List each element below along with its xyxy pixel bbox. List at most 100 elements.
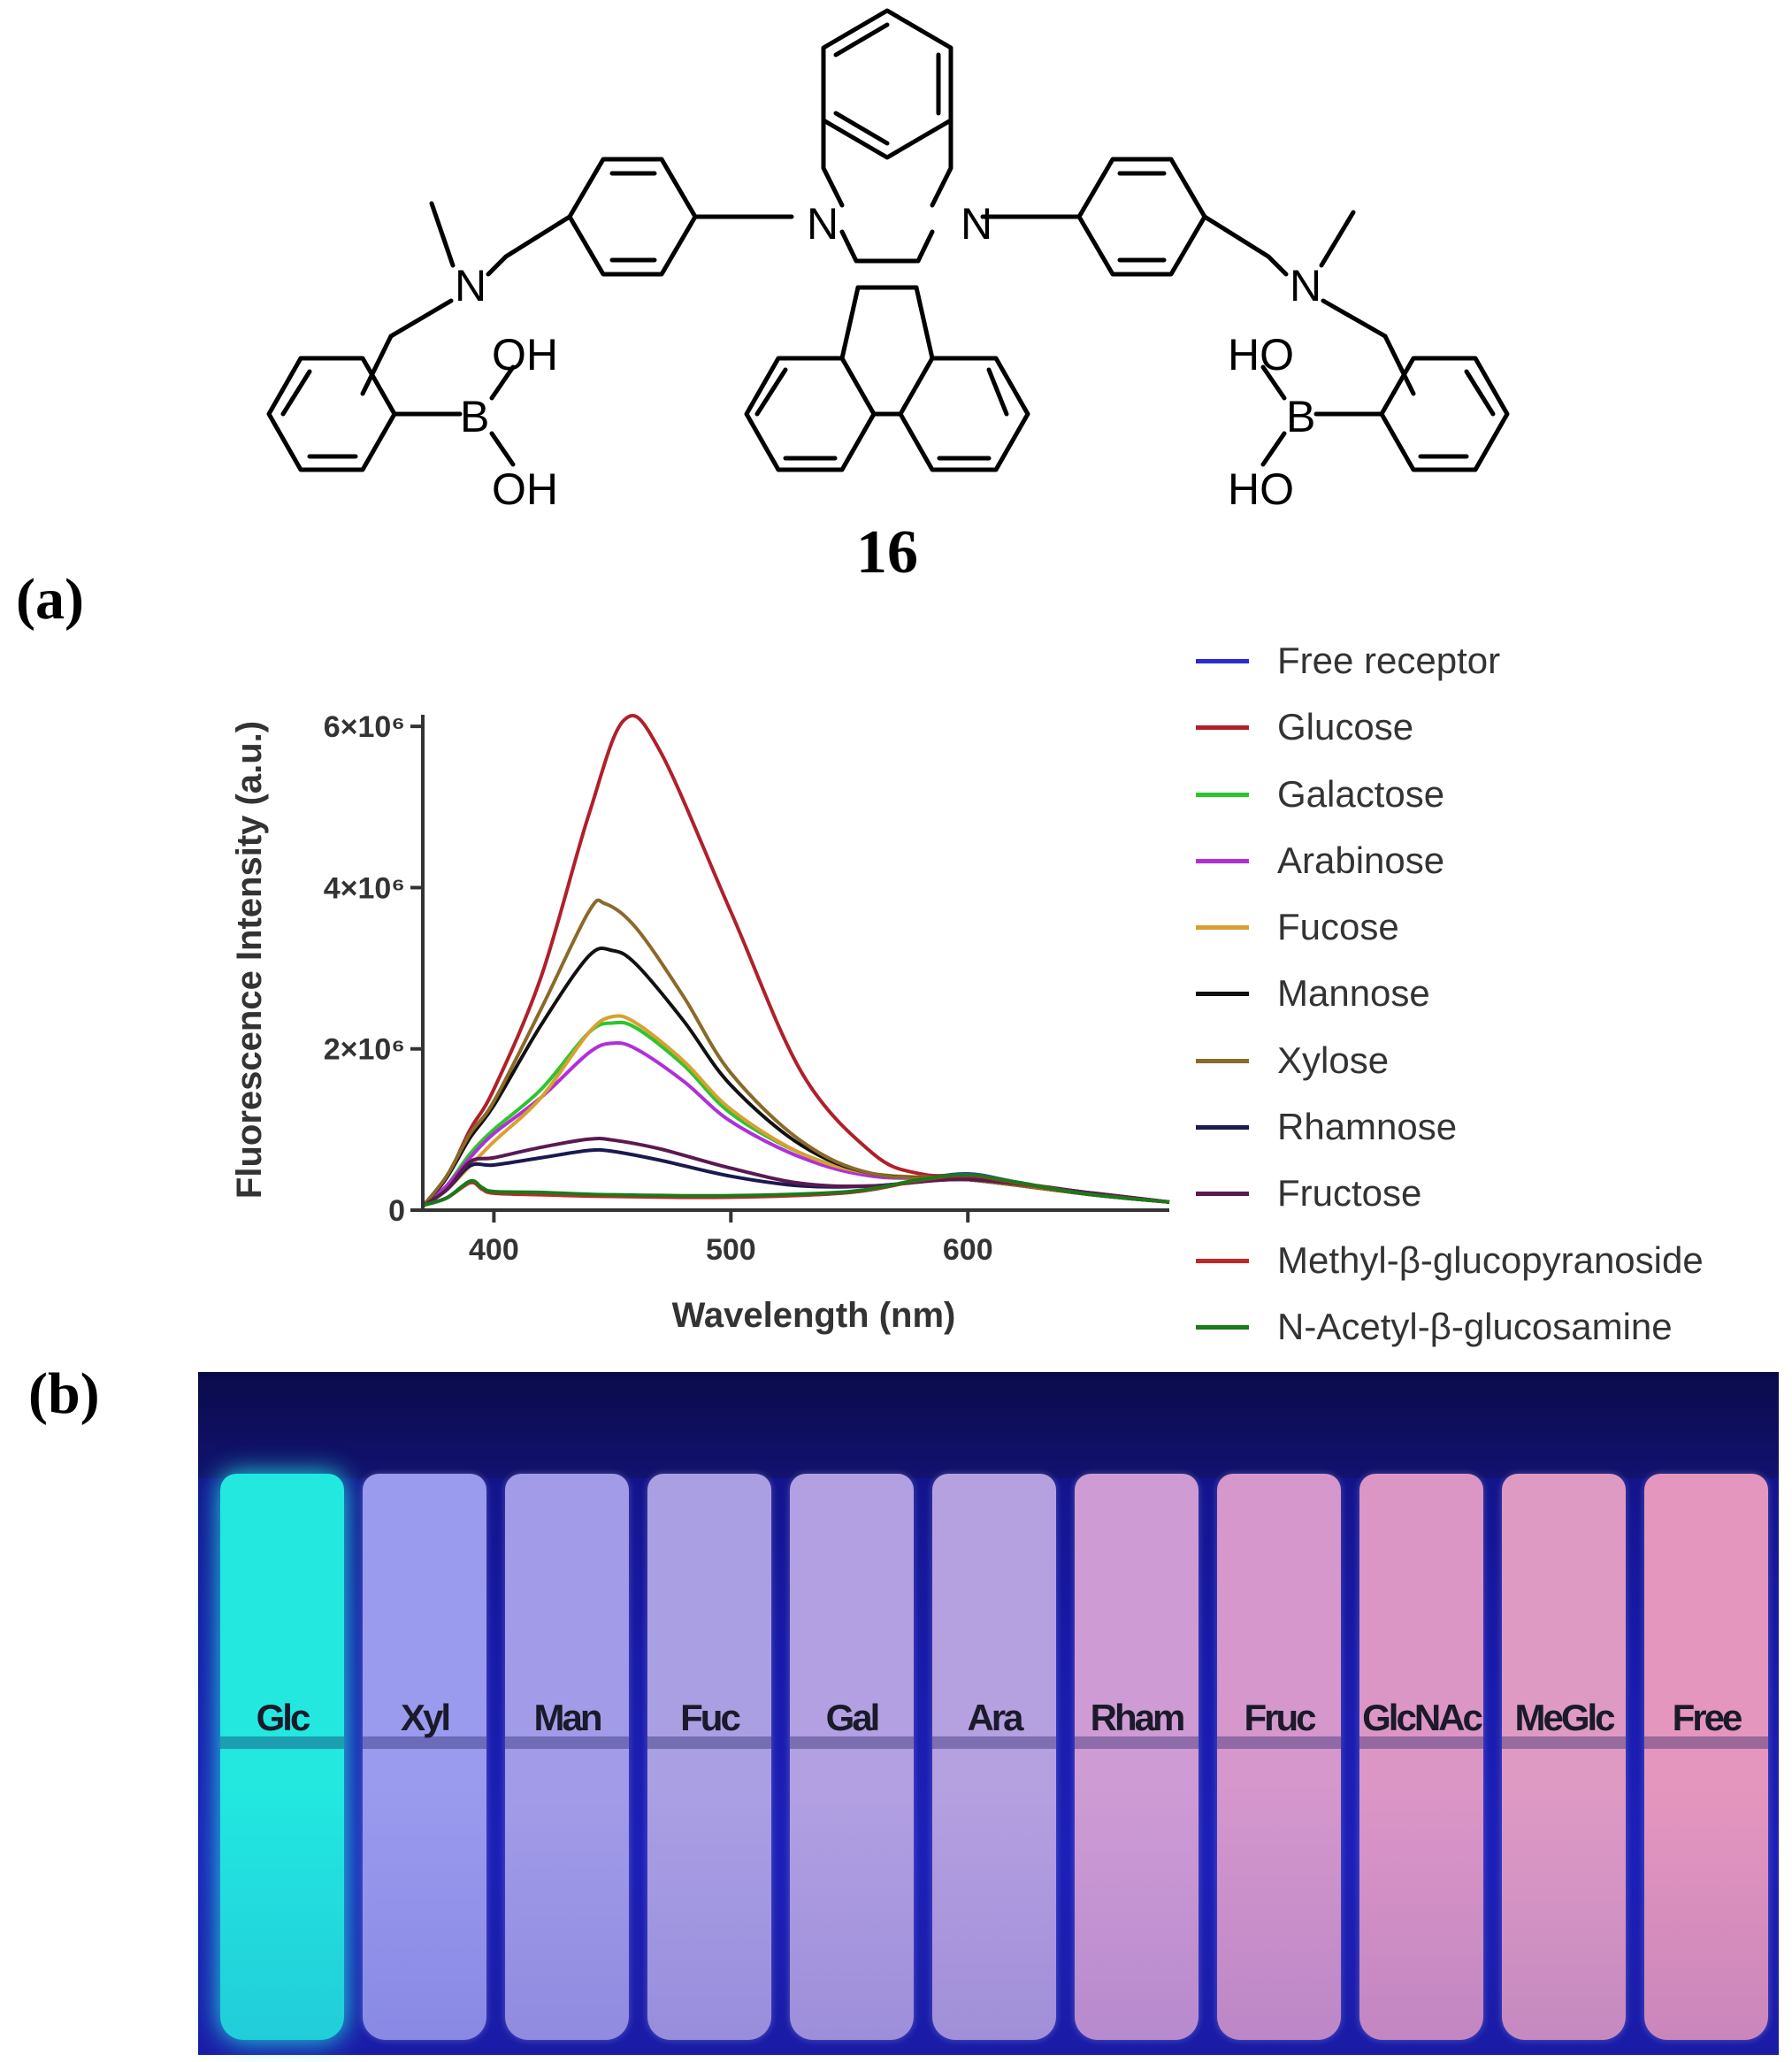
legend-swatch <box>1196 725 1249 731</box>
legend-item: Arabinose <box>1185 832 1787 899</box>
legend-swatch <box>1196 925 1249 931</box>
series-line-n-acetyl-glucosamine <box>422 1172 1170 1207</box>
vial-label: Fuc <box>680 1697 741 1738</box>
y-tick-label: 6×10⁶ <box>324 710 405 744</box>
legend-swatch <box>1196 1192 1249 1197</box>
hydroxyl-label: OH <box>492 330 558 379</box>
hydroxyl-label: HO <box>1228 330 1294 379</box>
chemical-structure: N N N N B B OH OH HO HO <box>266 8 1510 514</box>
series-line-fucose <box>421 1014 1170 1208</box>
legend-item: Xylose <box>1185 1032 1787 1099</box>
legend-item: Fucose <box>1185 899 1787 965</box>
vial-band <box>790 1736 914 1749</box>
vial-band <box>1502 1736 1626 1749</box>
uv-vial-photo: Glc Xyl Man Fuc Gal Ara Rham Fruc GlcNAc MeGlc Fre… <box>198 1372 1779 2055</box>
legend-label: Glucose <box>1277 706 1414 748</box>
vial-label: Free <box>1672 1697 1743 1738</box>
legend-swatch <box>1196 1258 1249 1263</box>
vial-label: Gal <box>825 1697 881 1738</box>
chart-legend: Free receptor Glucose Galactose Arabinose Fu… <box>1185 632 1787 1365</box>
y-tick-label: 2×10⁶ <box>324 1033 405 1067</box>
vial: GlcNAc <box>1359 1474 1483 2040</box>
vial-band <box>220 1736 344 1749</box>
vial-label: GlcNAc <box>1362 1697 1483 1738</box>
vial-label: Rham <box>1090 1697 1186 1738</box>
pyrazine-right-bond <box>930 118 953 208</box>
legend-item: Galactose <box>1185 766 1787 832</box>
series-line-glucose <box>421 714 1170 1207</box>
vial: Fuc <box>647 1474 771 2040</box>
legend-label: Free receptor <box>1277 640 1501 681</box>
hydroxyl-label: OH <box>492 464 558 514</box>
nitrogen-atom-left: N <box>807 199 839 249</box>
legend-swatch <box>1196 1058 1249 1063</box>
vial: Rham <box>1075 1474 1198 2040</box>
fluorescence-chart: 0 2×10⁶ 4×10⁶ 6×10⁶ 400 500 600 Fluorescence I… <box>230 710 1170 1335</box>
series-line-rhamnose <box>421 1147 1170 1208</box>
legend-item: N-Acetyl-β-glucosamine <box>1185 1299 1787 1365</box>
series-line-fructose <box>421 1136 1170 1208</box>
legend-swatch <box>1196 1125 1249 1131</box>
legend-label: N-Acetyl-β-glucosamine <box>1277 1305 1673 1347</box>
legend-swatch <box>1196 659 1249 663</box>
vial-band <box>505 1736 629 1749</box>
vial-label: Glc <box>256 1697 311 1738</box>
hydroxyl-label: HO <box>1228 464 1294 514</box>
vial-band <box>1359 1736 1483 1749</box>
vial: Man <box>505 1474 629 2040</box>
vial: Free <box>1644 1474 1768 2040</box>
panel-a-label: (a) <box>16 567 84 632</box>
vial-band <box>1075 1736 1198 1749</box>
x-tick-label: 600 <box>943 1233 993 1267</box>
vial-band <box>1644 1736 1768 1749</box>
vial-label: Xyl <box>400 1697 451 1738</box>
legend-swatch <box>1196 792 1249 797</box>
vial-label: MeGlc <box>1514 1697 1615 1738</box>
legend-item: Rhamnose <box>1185 1099 1787 1165</box>
amine-nitrogen-left: N <box>455 261 486 310</box>
left-boronic-ring <box>266 356 397 472</box>
vial-band <box>1217 1736 1341 1749</box>
vial: Ara <box>932 1474 1056 2040</box>
legend-label: Mannose <box>1277 972 1430 1015</box>
vial: Fruc <box>1217 1474 1341 2040</box>
vial-label: Man <box>533 1697 603 1738</box>
legend-label: Rhamnose <box>1277 1106 1458 1148</box>
vial: Xyl <box>363 1474 486 2040</box>
vial-label: Ara <box>967 1697 1023 1738</box>
legend-label: Fucose <box>1277 906 1399 948</box>
x-tick-label: 400 <box>469 1233 519 1267</box>
legend-item: Methyl-β-glucopyranoside <box>1185 1232 1787 1299</box>
nitrogen-atom-right: N <box>961 199 992 249</box>
compound-number: 16 <box>856 518 918 586</box>
top-benzene-ring <box>821 8 953 160</box>
legend-item: Mannose <box>1185 965 1787 1031</box>
pyrazine-left-bond <box>821 118 845 208</box>
legend-label: Fructose <box>1277 1172 1422 1215</box>
series-layer <box>421 714 1170 1208</box>
legend-item: Fructose <box>1185 1165 1787 1231</box>
x-axis-title: Wavelength (nm) <box>672 1296 956 1335</box>
legend-item: Free receptor <box>1185 632 1787 699</box>
vial-caps <box>198 1372 1779 1478</box>
legend-label: Xylose <box>1277 1039 1390 1081</box>
y-axis-title: Fluorescence Intensity (a.u.) <box>230 721 269 1199</box>
legend-swatch <box>1196 858 1249 863</box>
x-tick-label: 500 <box>706 1233 756 1267</box>
vial: Glc <box>220 1474 344 2040</box>
series-line-mannose <box>421 946 1170 1207</box>
series-line-galactose <box>421 1020 1170 1207</box>
vial: Gal <box>790 1474 914 2040</box>
panel-b-label: (b) <box>28 1361 100 1426</box>
legend-label: Arabinose <box>1277 839 1445 881</box>
vial-band <box>647 1736 771 1749</box>
legend-label: Methyl-β-glucopyranoside <box>1277 1238 1704 1281</box>
amine-nitrogen-right: N <box>1290 261 1321 310</box>
boron-atom-right: B <box>1286 392 1315 441</box>
legend-item: Glucose <box>1185 699 1787 765</box>
legend-label: Galactose <box>1277 772 1445 815</box>
vial-band <box>932 1736 1056 1749</box>
vial-band <box>363 1736 486 1749</box>
boron-atom-left: B <box>460 392 489 441</box>
